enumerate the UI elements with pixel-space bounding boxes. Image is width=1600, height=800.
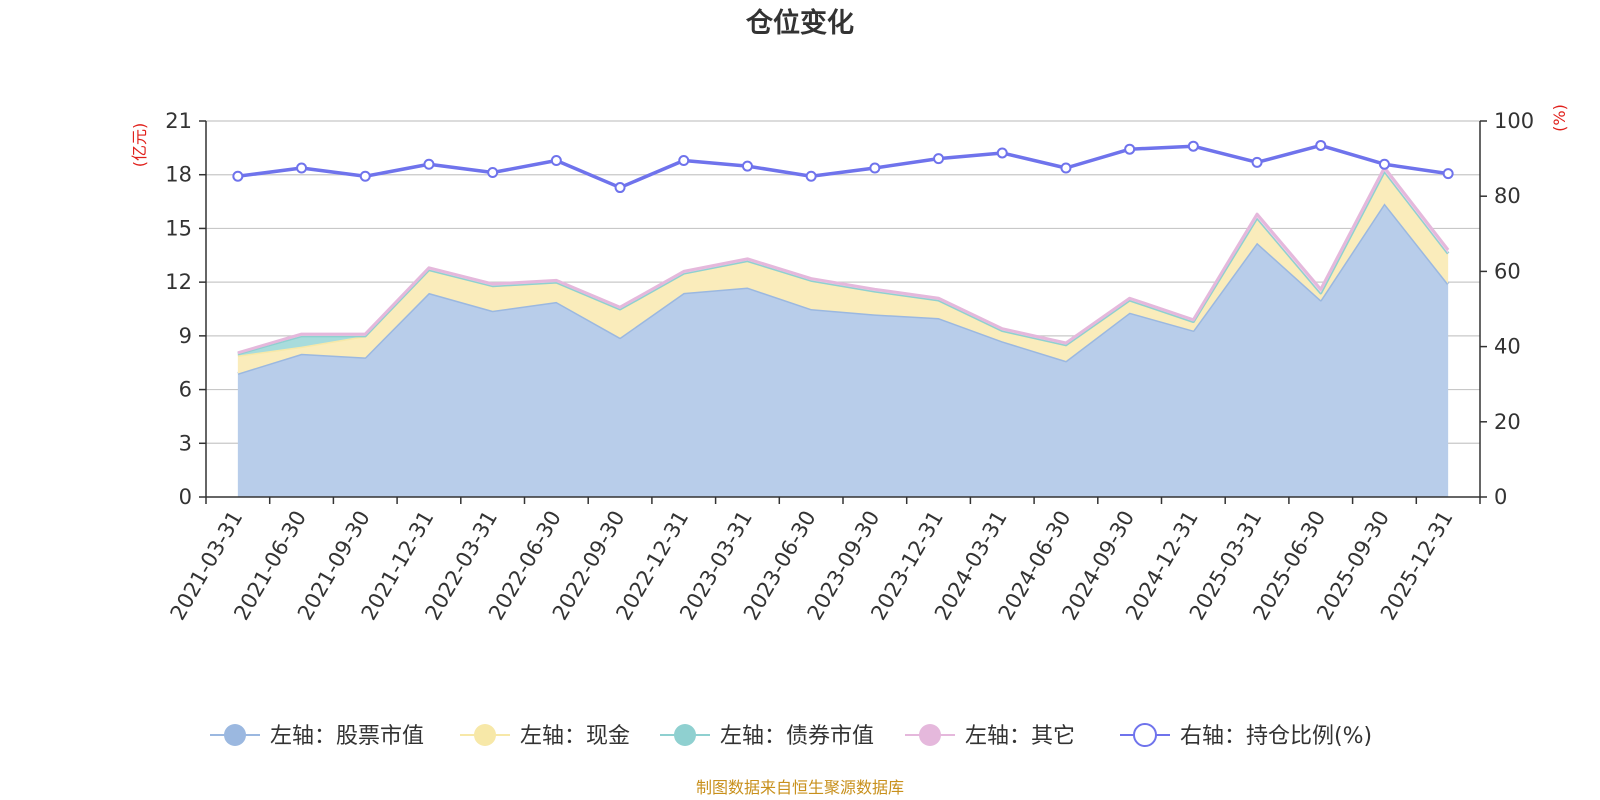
ratio-line bbox=[237, 143, 1449, 190]
left-tick-label: 0 bbox=[179, 485, 192, 509]
legend-item: 右轴：持仓比例(%) bbox=[1120, 723, 1372, 749]
legend-label: 左轴：债券市值 bbox=[720, 724, 874, 749]
legend-item: 左轴：债券市值 bbox=[660, 724, 874, 749]
legend-label: 右轴：持仓比例(%) bbox=[1180, 724, 1372, 749]
source-note: 制图数据来自恒生聚源数据库 bbox=[696, 778, 904, 797]
right-tick-label: 20 bbox=[1494, 410, 1521, 434]
left-axis-unit: (亿元) bbox=[130, 123, 149, 168]
ratio-point bbox=[996, 147, 1008, 159]
ratio-point bbox=[550, 154, 562, 166]
ratio-point bbox=[1187, 140, 1199, 152]
ratio-point bbox=[614, 182, 626, 194]
ratio-point bbox=[487, 167, 499, 179]
right-tick-label: 80 bbox=[1494, 184, 1521, 208]
legend-label: 左轴：股票市值 bbox=[270, 724, 424, 749]
legend-marker bbox=[674, 724, 696, 746]
legend-item: 左轴：其它 bbox=[905, 724, 1075, 749]
legend-marker bbox=[1133, 723, 1157, 747]
ratio-point bbox=[1378, 158, 1390, 170]
left-tick-label: 3 bbox=[179, 431, 192, 455]
ratio-point bbox=[1442, 168, 1454, 180]
right-tick-label: 100 bbox=[1494, 109, 1534, 133]
area-左轴：现金 bbox=[237, 171, 1449, 374]
legend-label: 左轴：其它 bbox=[965, 724, 1075, 749]
ratio-point bbox=[741, 160, 753, 172]
left-tick-label: 15 bbox=[165, 216, 192, 240]
ratio-point bbox=[1251, 156, 1263, 168]
legend: 左轴：股票市值 左轴：现金 左轴：债券市值 左轴：其它 右轴：持仓比例(%) bbox=[210, 723, 1372, 749]
left-tick-label: 12 bbox=[165, 270, 192, 294]
left-tick-label: 9 bbox=[179, 324, 192, 348]
ratio-point bbox=[423, 158, 435, 170]
legend-item: 左轴：现金 bbox=[460, 724, 630, 749]
ratio-point bbox=[933, 153, 945, 165]
ratio-point bbox=[678, 154, 690, 166]
ratio-point bbox=[296, 162, 308, 174]
area-series bbox=[237, 166, 1450, 498]
chart-title: 仓位变化 bbox=[745, 7, 854, 39]
ratio-point bbox=[1124, 143, 1136, 155]
ratio-point bbox=[1060, 162, 1072, 174]
right-axis-unit: (%) bbox=[1550, 104, 1569, 132]
left-tick-label: 18 bbox=[165, 163, 192, 187]
ratio-point bbox=[359, 170, 371, 182]
ratio-line-series bbox=[232, 139, 1454, 194]
ratio-point bbox=[232, 170, 244, 182]
legend-marker bbox=[919, 724, 941, 746]
left-tick-label: 21 bbox=[165, 109, 192, 133]
area-左轴：股票市值 bbox=[237, 203, 1449, 498]
left-tick-label: 6 bbox=[179, 378, 192, 402]
legend-marker bbox=[474, 724, 496, 746]
right-tick-label: 60 bbox=[1494, 259, 1521, 283]
area-edge-左轴：其它 bbox=[237, 166, 1450, 355]
ratio-point bbox=[1315, 139, 1327, 151]
legend-label: 左轴：现金 bbox=[520, 724, 630, 749]
ratio-point bbox=[869, 162, 881, 174]
right-tick-label: 0 bbox=[1494, 485, 1507, 509]
right-tick-label: 40 bbox=[1494, 335, 1521, 359]
legend-item: 左轴：股票市值 bbox=[210, 724, 424, 749]
legend-marker bbox=[224, 724, 246, 746]
ratio-point bbox=[805, 170, 817, 182]
